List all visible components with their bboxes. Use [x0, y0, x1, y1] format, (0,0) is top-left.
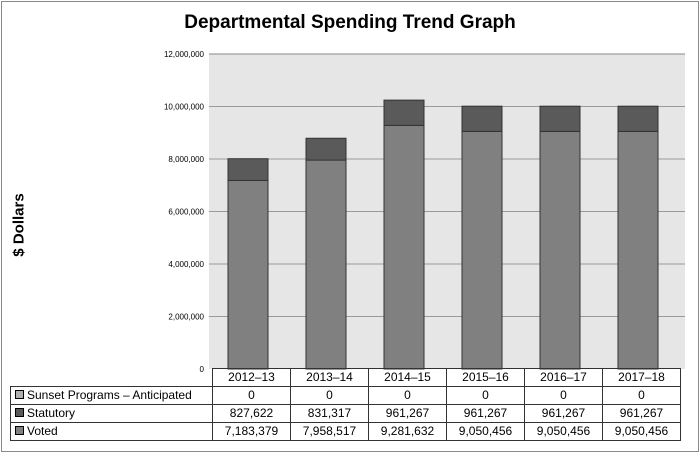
- legend-swatch: [15, 390, 24, 399]
- x-tick-label: 2017–18: [602, 368, 681, 387]
- legend-swatch: [15, 408, 24, 417]
- bar-voted: [383, 124, 425, 370]
- data-label: 0: [368, 386, 447, 405]
- x-tick-label: 2016–17: [524, 368, 603, 387]
- bar-statutory: [227, 158, 269, 181]
- data-label: 0: [290, 386, 369, 405]
- data-label: 0: [446, 386, 525, 405]
- legend-entry: Statutory: [10, 404, 213, 423]
- x-tick-label: 2015–16: [446, 368, 525, 387]
- data-label: 9,050,456: [524, 422, 603, 441]
- bar-statutory: [539, 105, 581, 132]
- bar-statutory: [305, 137, 347, 161]
- series-name: Voted: [27, 424, 58, 438]
- bar-voted: [461, 130, 503, 370]
- y-tick-label: 8,000,000: [168, 155, 204, 164]
- data-label: 831,317: [290, 404, 369, 423]
- chart-title: Departmental Spending Trend Graph: [184, 12, 516, 33]
- data-label: 9,050,456: [446, 422, 525, 441]
- bar-statutory: [617, 105, 659, 132]
- legend-entry: Sunset Programs – Anticipated: [10, 386, 213, 405]
- x-tick-label: 2014–15: [368, 368, 447, 387]
- data-label: 0: [212, 386, 291, 405]
- y-tick-label: 4,000,000: [168, 260, 204, 269]
- data-label: 961,267: [446, 404, 525, 423]
- data-table: 2012–13 2013–14 2014–15 2015–16 2016–17 2017–…: [10, 368, 681, 441]
- bar-statutory: [383, 99, 425, 126]
- bars: [227, 99, 659, 370]
- data-label: 0: [524, 386, 603, 405]
- data-label: 9,281,632: [368, 422, 447, 441]
- y-tick-labels: 0 2,000,000 4,000,000 6,000,000 8,000,000 10,…: [164, 50, 205, 374]
- table-row: Statutory 827,622 831,317 961,267 961,267 961…: [10, 404, 681, 423]
- data-label: 0: [602, 386, 681, 405]
- bar-voted: [227, 179, 269, 370]
- y-tick-label: 6,000,000: [168, 208, 204, 217]
- y-tick-label: 0: [200, 365, 205, 374]
- data-label: 961,267: [602, 404, 681, 423]
- table-header-row: 2012–13 2013–14 2014–15 2015–16 2016–17 2017–…: [11, 368, 681, 387]
- series-name: Statutory: [27, 406, 76, 420]
- y-tick-label: 2,000,000: [168, 313, 204, 322]
- x-tick-label: 2013–14: [290, 368, 369, 387]
- x-tick-label: 2012–13: [212, 368, 291, 387]
- bar-statutory: [461, 105, 503, 132]
- table-row: Sunset Programs – Anticipated 0 0 0 0 0 0: [10, 386, 681, 405]
- data-label: 9,050,456: [602, 422, 681, 441]
- series-name: Sunset Programs – Anticipated: [27, 388, 192, 402]
- bar-voted: [539, 130, 581, 370]
- bar-voted: [305, 159, 347, 370]
- legend-swatch: [15, 426, 24, 435]
- data-label: 961,267: [524, 404, 603, 423]
- legend-entry: Voted: [10, 422, 213, 441]
- y-tick-label: 10,000,000: [164, 103, 205, 112]
- data-label: 7,183,379: [212, 422, 291, 441]
- y-tick-label: 12,000,000: [164, 50, 205, 59]
- table-row: Voted 7,183,379 7,958,517 9,281,632 9,050,45…: [10, 422, 681, 441]
- data-label: 827,622: [212, 404, 291, 423]
- data-label: 7,958,517: [290, 422, 369, 441]
- data-label: 961,267: [368, 404, 447, 423]
- bar-voted: [617, 130, 659, 370]
